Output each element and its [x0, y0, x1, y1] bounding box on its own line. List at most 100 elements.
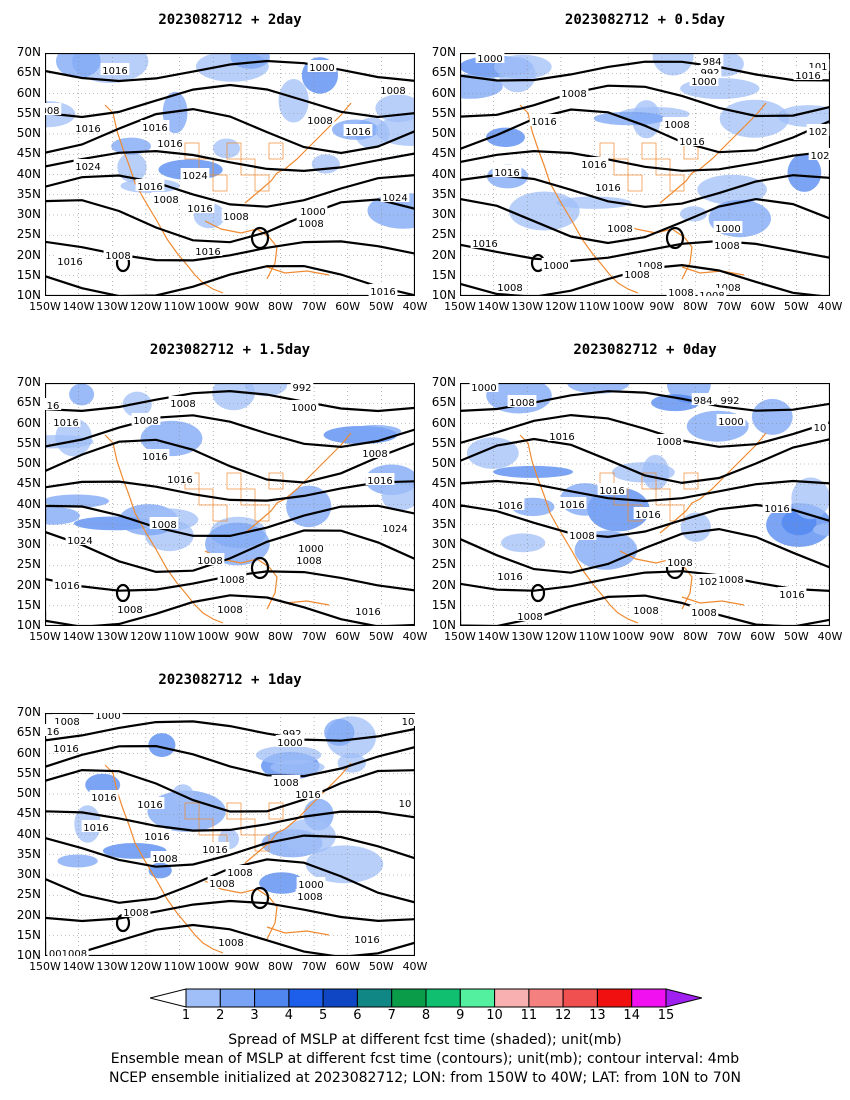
- panel-title-0.5day: 2023082712 + 0.5day: [564, 12, 726, 28]
- state-border: [212, 504, 228, 522]
- state-border: [268, 142, 284, 160]
- spread-shading-area: [213, 138, 240, 159]
- latitude-tick-label: 20N: [431, 247, 456, 262]
- contour-label: 1016: [531, 117, 556, 128]
- latitude-tick-label: 15N: [16, 267, 41, 282]
- longitude-tick-label: 120W: [129, 630, 162, 643]
- latitude-tick-label: 15N: [16, 597, 41, 612]
- contour-label: 1000: [95, 713, 120, 722]
- latitude-tick-label: 15N: [16, 927, 41, 942]
- spread-shading-area: [493, 54, 552, 79]
- longitude-tick-label: 50W: [368, 960, 394, 973]
- longitude-tick-label: 50W: [368, 300, 394, 313]
- longitude-tick-label: 40W: [817, 630, 843, 643]
- contour-label: 1000: [471, 383, 496, 394]
- isobar-contour: [45, 59, 415, 83]
- spread-shading-area: [751, 398, 793, 435]
- contour-label-background: [45, 724, 62, 736]
- contour-label: 1008: [273, 778, 298, 789]
- contour-label: 1008: [227, 868, 252, 879]
- contour-label-background: [221, 209, 251, 221]
- footer-line-contours: Ensemble mean of MSLP at different fcst …: [110, 1051, 740, 1067]
- contour-label: 1016: [549, 432, 574, 443]
- contour-label: 1008: [624, 270, 649, 281]
- latitude-tick-label: 70N: [431, 45, 456, 59]
- contour-label-background: [150, 851, 180, 863]
- latitude-tick-label: 30N: [16, 207, 41, 221]
- longitude-tick-label: 140W: [62, 630, 95, 643]
- colorbar-segment: [631, 988, 667, 1008]
- latitude-tick-label: 25N: [16, 227, 41, 242]
- contour-label: 10: [402, 717, 415, 728]
- longitude-tick-label: 90W: [234, 630, 260, 643]
- isobar-contour: [45, 504, 415, 538]
- spread-shading-area: [466, 437, 519, 469]
- contour-label: 992: [700, 68, 719, 79]
- panel-title-1.5day: 2023082712 + 1.5day: [149, 342, 311, 358]
- contour-label: 1016: [635, 510, 660, 521]
- contour-label-background: [131, 413, 161, 425]
- longitude-tick-label: 80W: [268, 960, 293, 973]
- state-border: [184, 142, 200, 160]
- contour-label: 1016: [497, 501, 522, 512]
- contour-label-background: [307, 60, 337, 72]
- colorbar: [150, 988, 702, 1008]
- longitude-tick-label: 140W: [62, 300, 95, 313]
- contour-label: 1000: [718, 417, 743, 428]
- contour-label: 1016: [779, 590, 804, 601]
- longitude-tick-label: 70W: [301, 300, 327, 313]
- contour-label-background: [195, 553, 225, 565]
- contour-label-background: [47, 946, 89, 956]
- contour-label: 1024: [67, 536, 92, 547]
- coastline: [266, 266, 330, 276]
- contour-label-background: [103, 248, 133, 260]
- contour-label-background: [185, 201, 215, 213]
- low-pressure-contour: [250, 226, 270, 250]
- contour-label-background: [380, 521, 410, 533]
- contour-label: 1008: [209, 879, 234, 890]
- contour-label: 1016: [157, 139, 182, 150]
- isobar-contour: [460, 503, 830, 539]
- contour-label-background: [700, 54, 724, 66]
- longitude-tick-label: 140W: [477, 630, 510, 643]
- panel-title-1day: 2023082712 + 1day: [158, 672, 302, 688]
- contour-label-background: [605, 221, 635, 233]
- contour-label: 16: [47, 401, 60, 412]
- contour-label: 1016: [679, 137, 704, 148]
- contour-label-background: [492, 165, 522, 177]
- colorbar-tick-label: 10: [486, 1008, 503, 1023]
- latitude-tick-label: 40N: [16, 826, 41, 841]
- contour-label: 1000: [277, 738, 302, 749]
- latitude-tick-label: 65N: [16, 65, 41, 80]
- contour-label-background: [296, 541, 326, 553]
- isobar-contour: [460, 60, 830, 82]
- colorbar-tick-label: 8: [421, 1008, 431, 1023]
- contour-label-background: [140, 449, 170, 461]
- spread-shading-area: [381, 483, 415, 511]
- latitude-tick-label: 25N: [431, 557, 456, 572]
- low-pressure-contour: [115, 583, 131, 603]
- coastline: [204, 880, 278, 940]
- colorbar-segment: [356, 988, 393, 1008]
- spread-shading-area: [787, 153, 822, 192]
- spread-shading-area: [574, 530, 638, 570]
- contour-label-background: [55, 254, 85, 266]
- contour-label-background: [808, 148, 830, 160]
- contour-label-background: [216, 935, 246, 947]
- contour-label-background: [135, 797, 165, 809]
- contour-label: 1024: [382, 524, 407, 535]
- colorbar-segment: [185, 988, 221, 1008]
- colorbar-tick-label: 7: [387, 1008, 396, 1023]
- contour-label: 1000: [309, 63, 334, 74]
- contour-label-background: [495, 569, 525, 581]
- longitude-tick-label: 70W: [716, 630, 742, 643]
- longitude-tick-label: 40W: [817, 300, 843, 313]
- contour-label: 1016: [53, 744, 78, 755]
- footer-line-init: NCEP ensemble initialized at 2023082712;…: [109, 1070, 741, 1086]
- contour-label: 1008: [152, 854, 177, 865]
- contour-label-background: [662, 117, 692, 129]
- spread-shading-area: [172, 784, 194, 804]
- contour-label: 102: [808, 127, 827, 138]
- contour-label-background: [677, 134, 707, 146]
